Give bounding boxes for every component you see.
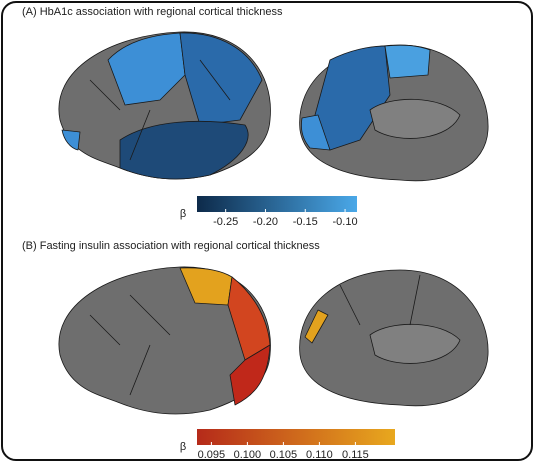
tick-label: -0.15 bbox=[293, 216, 318, 228]
tick-label: -0.10 bbox=[333, 216, 358, 228]
brain-lateral bbox=[58, 31, 271, 180]
brain-medial bbox=[299, 44, 489, 182]
legend-symbol: β bbox=[180, 208, 186, 220]
panel-title: (B) Fasting insulin association with reg… bbox=[22, 240, 320, 252]
colorbar bbox=[197, 429, 395, 445]
tick-label: 0.105 bbox=[270, 449, 298, 461]
brain-medial bbox=[299, 269, 489, 407]
tick-label: -0.20 bbox=[253, 216, 278, 228]
colorbar bbox=[197, 196, 357, 212]
panel-title: (A) HbA1c association with regional cort… bbox=[22, 6, 283, 18]
tick-label: 0.100 bbox=[234, 449, 262, 461]
tick-label: -0.25 bbox=[213, 216, 238, 228]
tick-label: 0.110 bbox=[306, 449, 333, 461]
tick-label: 0.115 bbox=[342, 449, 369, 461]
tick-label: 0.095 bbox=[198, 449, 226, 461]
legend-symbol: β bbox=[180, 441, 186, 453]
brain-lateral bbox=[58, 266, 271, 415]
